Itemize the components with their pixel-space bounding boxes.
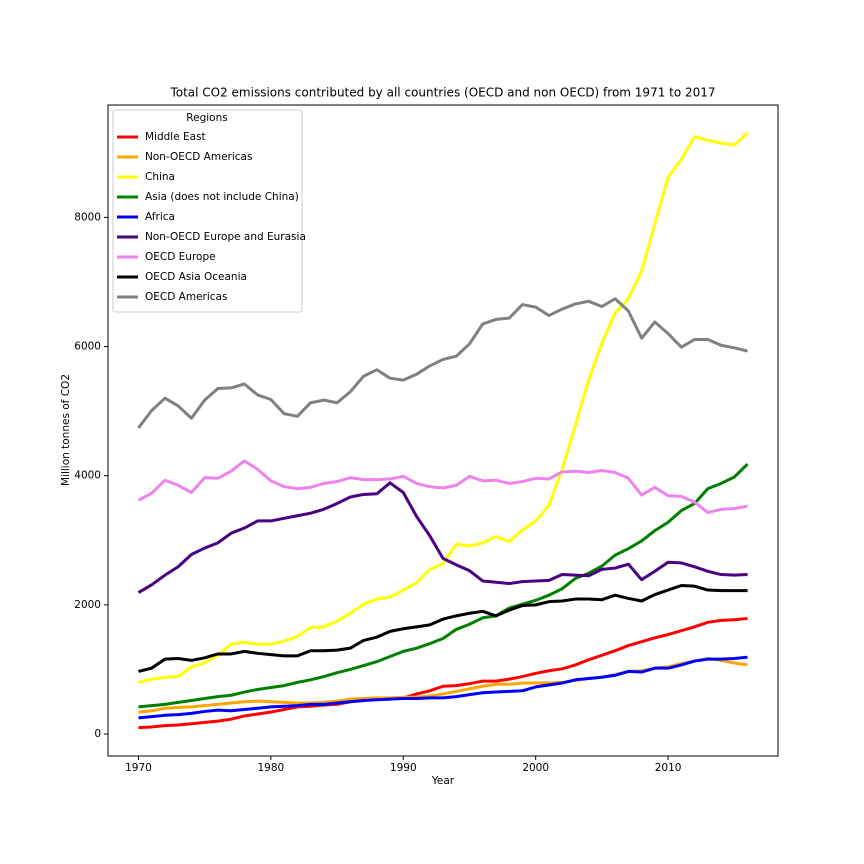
x-tick-label: 1980 (257, 762, 284, 774)
legend-label: Middle East (145, 131, 206, 143)
data-line (137, 459, 748, 515)
legend-label: OECD Americas (145, 291, 227, 303)
legend-label: Asia (does not include China) (145, 191, 299, 203)
x-tick-label: 1990 (390, 762, 417, 774)
data-line (137, 481, 748, 594)
legend-label: OECD Asia Oceania (145, 271, 247, 283)
data-line (138, 463, 749, 709)
chart-title: Total CO2 emissions contributed by all c… (169, 86, 715, 100)
legend-label: OECD Europe (145, 251, 216, 263)
x-tick-label: 2010 (655, 762, 682, 774)
legend-label: Non-OECD Europe and Eurasia (145, 231, 306, 243)
legend-label: Africa (145, 211, 175, 223)
y-axis-label: Million tonnes of CO2 (60, 374, 72, 486)
data-line (138, 655, 748, 720)
y-tick-label: 6000 (74, 341, 101, 353)
axes-frame (107, 104, 779, 757)
x-axis-label: Year (431, 775, 455, 787)
y-tick-label: 2000 (74, 599, 101, 611)
legend-label: Non-OECD Americas (145, 151, 252, 163)
data-line (138, 131, 749, 684)
y-tick-label: 4000 (74, 470, 101, 482)
y-tick-label: 0 (94, 728, 101, 740)
data-line (138, 584, 748, 673)
data-line (138, 616, 748, 730)
y-tick-label: 8000 (74, 211, 101, 223)
data-line (137, 297, 748, 429)
x-tick-label: 1970 (125, 762, 152, 774)
x-tick-label: 2000 (522, 762, 549, 774)
legend-box (112, 109, 303, 313)
legend-title: Regions (186, 112, 227, 124)
legend-label: China (145, 171, 175, 183)
